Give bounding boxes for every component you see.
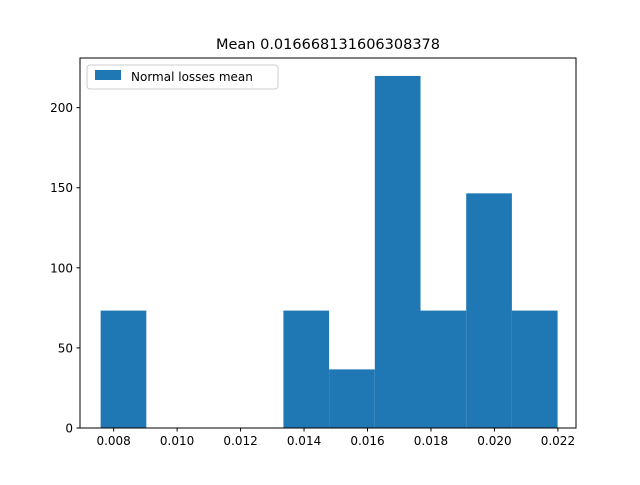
x-tick-label: 0.022 [541, 434, 575, 448]
x-tick-label: 0.010 [160, 434, 194, 448]
bars [100, 75, 558, 428]
histogram-bar [100, 310, 147, 428]
y-tick-label: 150 [50, 181, 73, 195]
chart-title: Mean 0.016668131606308378 [216, 37, 440, 53]
legend-label: Normal losses mean [131, 70, 253, 84]
histogram-bar [329, 369, 375, 428]
y-tick-label: 200 [50, 101, 73, 115]
x-tick-label: 0.020 [477, 434, 511, 448]
histogram-bar [466, 193, 512, 428]
x-tick-label: 0.018 [414, 434, 448, 448]
legend-box [86, 64, 279, 90]
legend: Normal losses mean [86, 64, 279, 90]
x-axis: 0.008 0.010 0.012 0.014 0.016 0.018 0.020 0.022 [96, 428, 575, 448]
plot-frame [79, 57, 577, 429]
x-tick-label: 0.016 [350, 434, 384, 448]
y-tick-label: 100 [50, 261, 73, 275]
histogram-bar [283, 310, 330, 428]
x-tick-label: 0.012 [223, 434, 257, 448]
x-tick-label: 0.014 [287, 434, 321, 448]
histogram-bar [420, 310, 467, 428]
y-tick-label: 0 [65, 422, 73, 436]
histogram-bar [511, 310, 558, 428]
histogram-bar [374, 75, 421, 428]
y-axis: 0 50 100 150 200 [50, 101, 80, 436]
x-tick-label: 0.008 [96, 434, 130, 448]
y-tick-label: 50 [58, 341, 73, 355]
legend-swatch [95, 70, 121, 80]
